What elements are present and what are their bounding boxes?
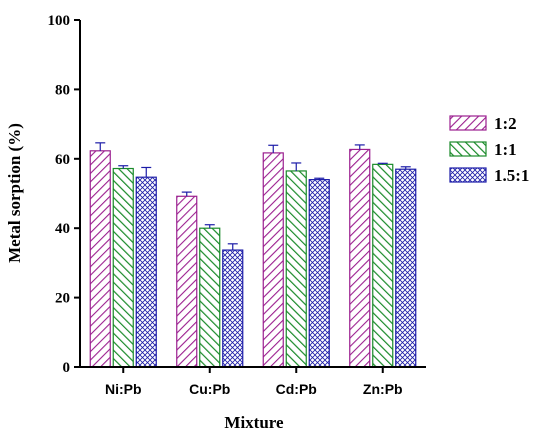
x-axis-title: Mixture — [224, 413, 284, 432]
legend-label: 1:2 — [494, 114, 517, 133]
x-tick-label: Cu:Pb — [189, 381, 230, 397]
legend-label: 1:1 — [494, 140, 517, 159]
bar-1:1-Cd:Pb — [285, 170, 307, 368]
bar-1.5:1-Ni:Pb — [135, 176, 157, 368]
legend: 1:2 1:1 1.5:1 — [449, 114, 529, 185]
bar-1:2-Ni:Pb — [89, 150, 111, 368]
bars-layer — [89, 142, 417, 368]
y-tick-label: 60 — [55, 152, 70, 168]
bar-1:1-Ni:Pb — [112, 167, 134, 368]
x-tick-label: Cd:Pb — [276, 381, 317, 397]
x-tick-label: Zn:Pb — [363, 381, 403, 397]
bar-1:1-Zn:Pb — [372, 163, 394, 368]
y-tick-label: 80 — [55, 82, 70, 98]
bar-1:2-Cu:Pb — [176, 195, 198, 368]
y-tick-label: 20 — [55, 291, 70, 307]
y-tick-label: 100 — [48, 13, 71, 29]
legend-swatch-1.5:1 — [449, 167, 487, 183]
x-tick-label: Ni:Pb — [105, 381, 142, 397]
y-tick-label: 40 — [55, 221, 70, 237]
bar-1:2-Cd:Pb — [262, 152, 284, 368]
bar-1:1-Cu:Pb — [199, 227, 221, 368]
y-axis-title: Metal sorption (%) — [5, 123, 24, 263]
legend-label: 1.5:1 — [494, 166, 529, 185]
bar-1.5:1-Zn:Pb — [395, 168, 417, 368]
legend-swatch-1:1 — [449, 141, 487, 157]
bar-1.5:1-Cu:Pb — [222, 249, 244, 368]
legend-swatch-1:2 — [449, 115, 487, 131]
x-tick-labels: Ni:Pb Cu:Pb Cd:Pb Zn:Pb — [105, 367, 403, 397]
y-tick-label: 0 — [63, 360, 71, 376]
bar-1.5:1-Cd:Pb — [308, 179, 330, 368]
bar-1:2-Zn:Pb — [349, 148, 371, 368]
y-ticks: 0 20 40 60 80 100 — [48, 13, 80, 376]
